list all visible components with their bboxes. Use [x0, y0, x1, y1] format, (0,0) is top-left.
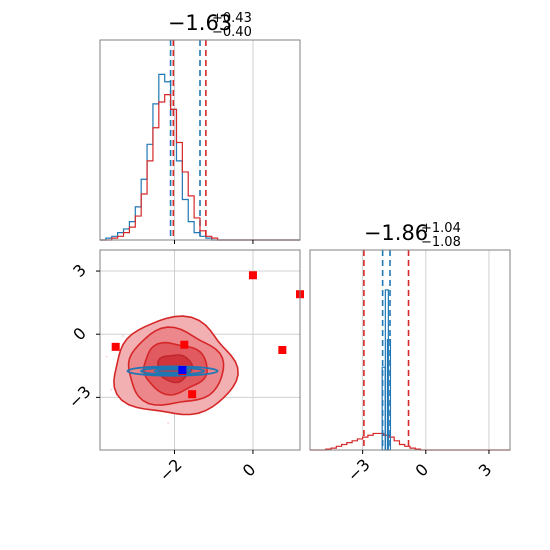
- joint-x-tick-label: −2: [156, 455, 186, 485]
- joint-red-marker: [188, 390, 197, 399]
- joint-red-marker: [248, 271, 257, 280]
- right-x-tick-label: 3: [475, 460, 496, 481]
- right-title-upper: +1.04: [421, 221, 461, 236]
- joint-y-tick-label: 3: [69, 260, 90, 281]
- right-parameter-title: −1.86: [364, 221, 428, 245]
- joint-y-tick-label: −3: [65, 382, 95, 412]
- joint-blue-contour: [126, 365, 219, 377]
- joint-x-tick-label: 0: [239, 460, 260, 481]
- top-parameter-title: −1.63: [168, 11, 232, 35]
- right-marginal-histogram: −3 0 3 −1.86 +1.04 −1.08: [309, 221, 511, 485]
- joint-sample-dot: [110, 388, 112, 391]
- joint-blue-contour: [140, 366, 206, 376]
- joint-sample-dot: [122, 335, 125, 337]
- joint-sample-dot: [105, 355, 108, 358]
- top-panel-frame: [99, 39, 301, 241]
- top-title-lower: −0.40: [212, 25, 252, 40]
- joint-scatter-contour: −2 0 −3 0 3: [65, 249, 304, 485]
- joint-panel-frame: [99, 249, 301, 451]
- right-x-tick-label: 0: [412, 460, 433, 481]
- joint-red-marker: [278, 346, 287, 354]
- right-hist-red: [310, 432, 510, 451]
- top-marginal-histogram: −1.63 +0.43 −0.40: [99, 11, 301, 244]
- top-title-upper: +0.43: [212, 11, 252, 26]
- right-panel-frame: [309, 249, 511, 451]
- top-hist-red: [100, 94, 300, 241]
- right-x-tick-label: −3: [344, 455, 374, 485]
- joint-red-marker: [111, 342, 120, 351]
- joint-red-marker: [180, 340, 189, 349]
- joint-blue-marker: [178, 366, 187, 374]
- right-hist-blue-bar: [381, 366, 386, 451]
- right-title-lower: −1.08: [421, 235, 461, 250]
- joint-y-tick-label: 0: [69, 324, 90, 345]
- joint-sample-dot: [167, 422, 169, 424]
